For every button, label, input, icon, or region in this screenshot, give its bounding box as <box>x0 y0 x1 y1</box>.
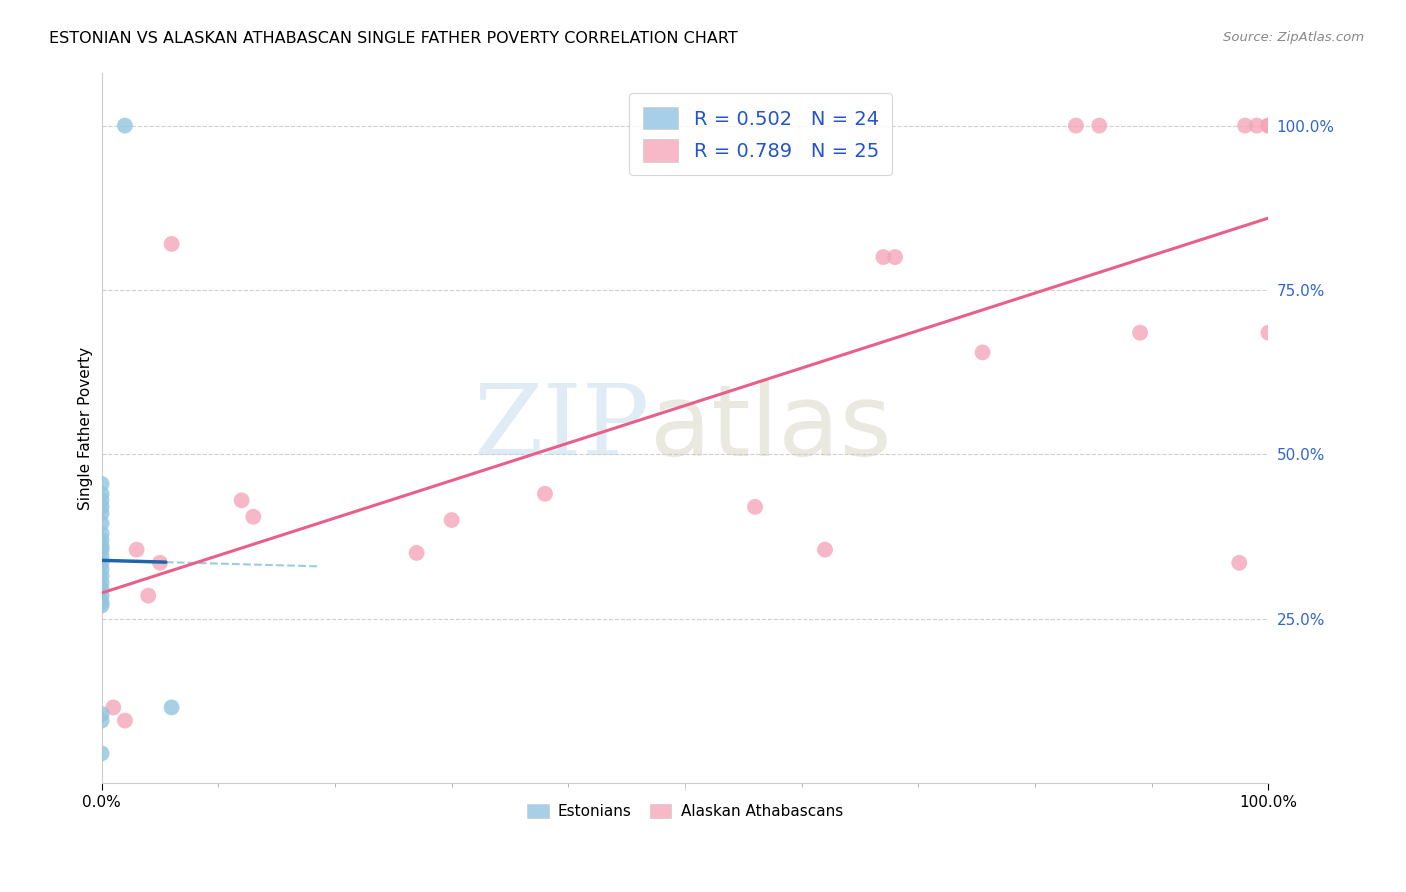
Point <box>90 706 112 721</box>
Point <box>440 513 463 527</box>
Point <box>90 582 112 596</box>
Point <box>90 549 112 564</box>
Point <box>90 476 112 491</box>
Point <box>231 493 253 508</box>
Legend: Estonians, Alaskan Athabascans: Estonians, Alaskan Athabascans <box>522 797 849 825</box>
Point <box>90 569 112 583</box>
Point <box>103 700 125 714</box>
Point <box>90 540 112 554</box>
Point <box>90 747 112 761</box>
Point <box>1129 326 1152 340</box>
Point <box>90 599 112 613</box>
Point <box>814 542 837 557</box>
Text: Source: ZipAtlas.com: Source: ZipAtlas.com <box>1223 31 1364 45</box>
Text: ZIP: ZIP <box>474 380 650 476</box>
Point <box>90 714 112 728</box>
Point <box>90 575 112 590</box>
Point <box>744 500 766 514</box>
Point <box>90 533 112 547</box>
Point <box>1227 556 1250 570</box>
Point <box>972 345 994 359</box>
Point <box>1234 119 1257 133</box>
Point <box>136 589 159 603</box>
Point <box>90 542 112 557</box>
Point <box>114 714 136 728</box>
Point <box>90 595 112 609</box>
Text: ESTONIAN VS ALASKAN ATHABASCAN SINGLE FATHER POVERTY CORRELATION CHART: ESTONIAN VS ALASKAN ATHABASCAN SINGLE FA… <box>49 31 738 46</box>
Point <box>872 250 894 264</box>
Point <box>1088 119 1111 133</box>
Point <box>405 546 427 560</box>
Point <box>114 119 136 133</box>
Point <box>90 562 112 576</box>
Point <box>1246 119 1268 133</box>
Point <box>90 507 112 521</box>
Point <box>90 526 112 541</box>
Point <box>160 700 183 714</box>
Point <box>90 516 112 531</box>
Point <box>90 589 112 603</box>
Point <box>149 556 172 570</box>
Point <box>90 493 112 508</box>
Point <box>1257 119 1279 133</box>
Point <box>1257 326 1279 340</box>
Point <box>1064 119 1087 133</box>
Point <box>90 556 112 570</box>
Text: atlas: atlas <box>650 379 891 476</box>
Point <box>242 509 264 524</box>
Point <box>1257 119 1279 133</box>
Point <box>90 487 112 501</box>
Point <box>160 236 183 251</box>
Y-axis label: Single Father Poverty: Single Father Poverty <box>79 346 93 509</box>
Point <box>884 250 907 264</box>
Point <box>90 500 112 514</box>
Point <box>534 487 557 501</box>
Point <box>125 542 148 557</box>
